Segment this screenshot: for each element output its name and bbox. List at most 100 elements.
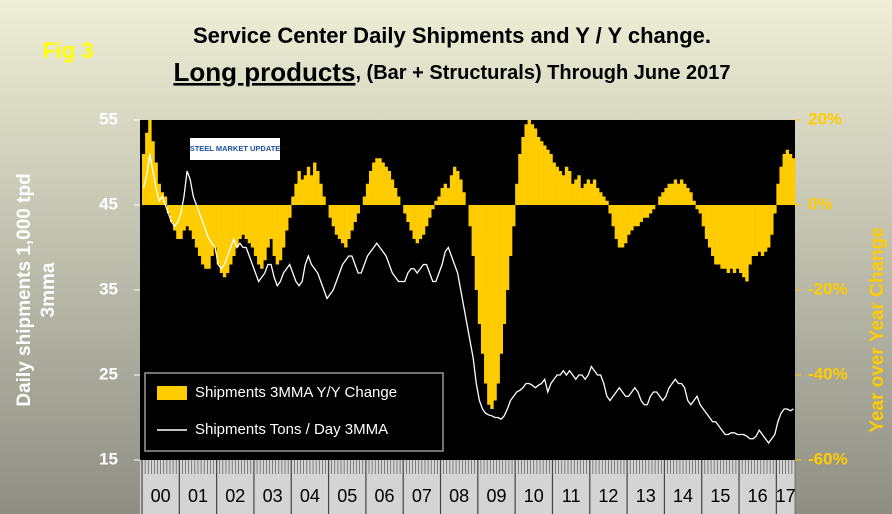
bar <box>499 205 504 354</box>
bar <box>564 166 569 205</box>
legend-box <box>144 372 444 452</box>
bar <box>390 179 395 205</box>
bar <box>493 205 497 401</box>
y2-axis-title: Year over Year Change <box>867 227 888 433</box>
bar <box>297 171 301 205</box>
x-tick-label: 10 <box>524 486 544 506</box>
bar <box>776 183 780 205</box>
bar <box>378 158 382 205</box>
bar <box>667 183 671 205</box>
x-tick-label: 08 <box>449 486 469 506</box>
bar <box>300 179 304 205</box>
bar <box>179 205 183 239</box>
bar <box>418 205 423 239</box>
bar <box>213 205 217 248</box>
bar <box>630 205 634 231</box>
bar <box>337 205 342 239</box>
x-tick-label: 16 <box>748 486 768 506</box>
bar <box>253 205 258 256</box>
bar <box>434 200 438 205</box>
bar <box>288 205 292 218</box>
y2-tick-label: -60% <box>808 449 848 468</box>
bar <box>723 205 727 269</box>
bar <box>686 188 690 205</box>
bar <box>757 205 762 252</box>
bar <box>574 179 578 205</box>
bar <box>571 183 575 205</box>
bar <box>344 205 348 248</box>
bar <box>456 171 460 205</box>
bar <box>676 183 681 205</box>
bar <box>739 205 743 273</box>
bar <box>437 196 441 205</box>
bar <box>508 205 513 256</box>
bar <box>664 188 668 205</box>
bar <box>714 205 718 265</box>
bar <box>291 196 295 205</box>
bar <box>763 205 768 252</box>
bar <box>260 205 264 269</box>
bar <box>592 179 597 205</box>
x-tick-label: 07 <box>412 486 432 506</box>
bar <box>617 205 622 248</box>
bar <box>742 205 746 278</box>
subtitle-emphasis: Long products <box>173 57 355 87</box>
bar <box>222 205 227 278</box>
bar <box>707 205 712 248</box>
bar <box>188 205 193 231</box>
legend-label: Shipments Tons / Day 3MMA <box>195 421 388 438</box>
bar <box>281 205 286 248</box>
bar <box>449 175 454 205</box>
bar <box>673 179 678 205</box>
bar <box>232 205 236 256</box>
bar <box>704 205 709 239</box>
x-tick-label: 04 <box>300 486 320 506</box>
y-axis-title-line: Daily shipments 1,000 tpd <box>14 173 35 406</box>
bar <box>263 205 267 261</box>
bar <box>540 141 544 205</box>
bar <box>440 188 444 205</box>
bar <box>589 183 594 205</box>
bar <box>788 154 793 205</box>
bar <box>530 124 535 205</box>
bar <box>639 205 643 222</box>
bar <box>328 205 332 218</box>
x-tick-label: 00 <box>151 486 171 506</box>
bar <box>197 205 202 256</box>
bar <box>611 205 615 227</box>
bar <box>623 205 628 244</box>
bar <box>204 205 208 269</box>
bar <box>238 205 242 239</box>
bar <box>269 205 273 239</box>
bar <box>219 205 224 273</box>
bar <box>732 205 737 273</box>
bar <box>353 205 357 222</box>
bar <box>148 120 152 205</box>
bar <box>602 196 606 205</box>
bar <box>748 205 752 265</box>
bar <box>487 205 491 405</box>
y2-tick-label: 20% <box>808 109 842 128</box>
bar <box>185 205 189 227</box>
bar <box>515 183 519 205</box>
bar <box>272 205 277 256</box>
bar <box>145 132 149 205</box>
bar <box>446 188 451 205</box>
bar <box>393 188 398 205</box>
bar <box>396 196 401 205</box>
bar <box>720 205 724 269</box>
bar <box>225 205 230 273</box>
logo-box <box>190 138 280 160</box>
bar <box>679 179 684 205</box>
bar <box>194 205 199 248</box>
y2-tick-label: 0% <box>808 194 833 213</box>
x-tick-label: 05 <box>337 486 357 506</box>
x-axis-band <box>140 460 795 514</box>
bar <box>424 205 429 227</box>
x-tick-label: 02 <box>225 486 245 506</box>
bar <box>452 166 457 205</box>
bar <box>683 183 687 205</box>
bar <box>620 205 625 248</box>
bar <box>701 205 706 227</box>
